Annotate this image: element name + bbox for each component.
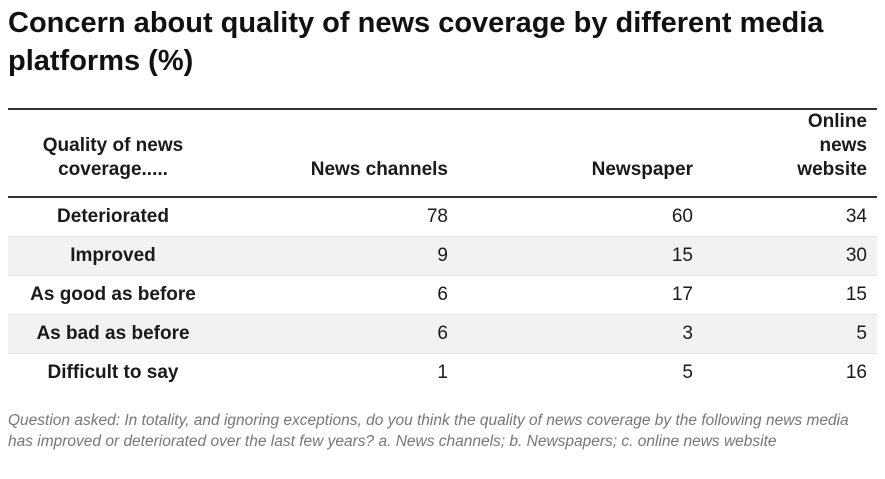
table-row: Difficult to say 1 5 16	[8, 353, 877, 392]
table-cell: 15	[845, 283, 867, 305]
row-label: As good as before	[30, 283, 196, 305]
table-cell: 17	[671, 283, 693, 305]
table-cell: 6	[437, 322, 448, 344]
table-cell: 3	[682, 322, 693, 344]
row-label: Difficult to say	[47, 361, 179, 383]
chart-title: Concern about quality of news coverage b…	[8, 7, 824, 77]
table-row: Improved 9 15 30	[8, 236, 877, 275]
table-row: As good as before 6 17 15	[8, 275, 877, 314]
footnote: Question asked: In totality, and ignorin…	[8, 412, 849, 450]
table-cell: 6	[437, 283, 448, 305]
table-cell: 78	[426, 205, 448, 227]
table-cell: 60	[671, 205, 693, 227]
table-cell: 30	[845, 244, 867, 266]
column-header: Online news website	[797, 111, 867, 180]
table-row: Deteriorated 78 60 34	[8, 197, 877, 236]
row-label: Improved	[70, 244, 156, 266]
table-cell: 5	[682, 361, 693, 383]
table-cell: 34	[845, 205, 867, 227]
table-cell: 9	[437, 244, 448, 266]
row-label: Deteriorated	[57, 205, 169, 227]
table-cell: 16	[845, 361, 867, 383]
row-label: As bad as before	[36, 322, 190, 344]
table-cell: 5	[856, 322, 867, 344]
table-cell: 15	[671, 244, 693, 266]
table-cell: 1	[437, 361, 448, 383]
column-header: Quality of news coverage.....	[42, 135, 184, 180]
column-header: News channels	[310, 159, 448, 180]
table-row: As bad as before 6 3 5	[8, 314, 877, 353]
column-header: Newspaper	[591, 159, 693, 180]
data-table: Quality of news coverage..... News chann…	[8, 108, 877, 392]
header-row: Quality of news coverage..... News chann…	[8, 109, 877, 197]
